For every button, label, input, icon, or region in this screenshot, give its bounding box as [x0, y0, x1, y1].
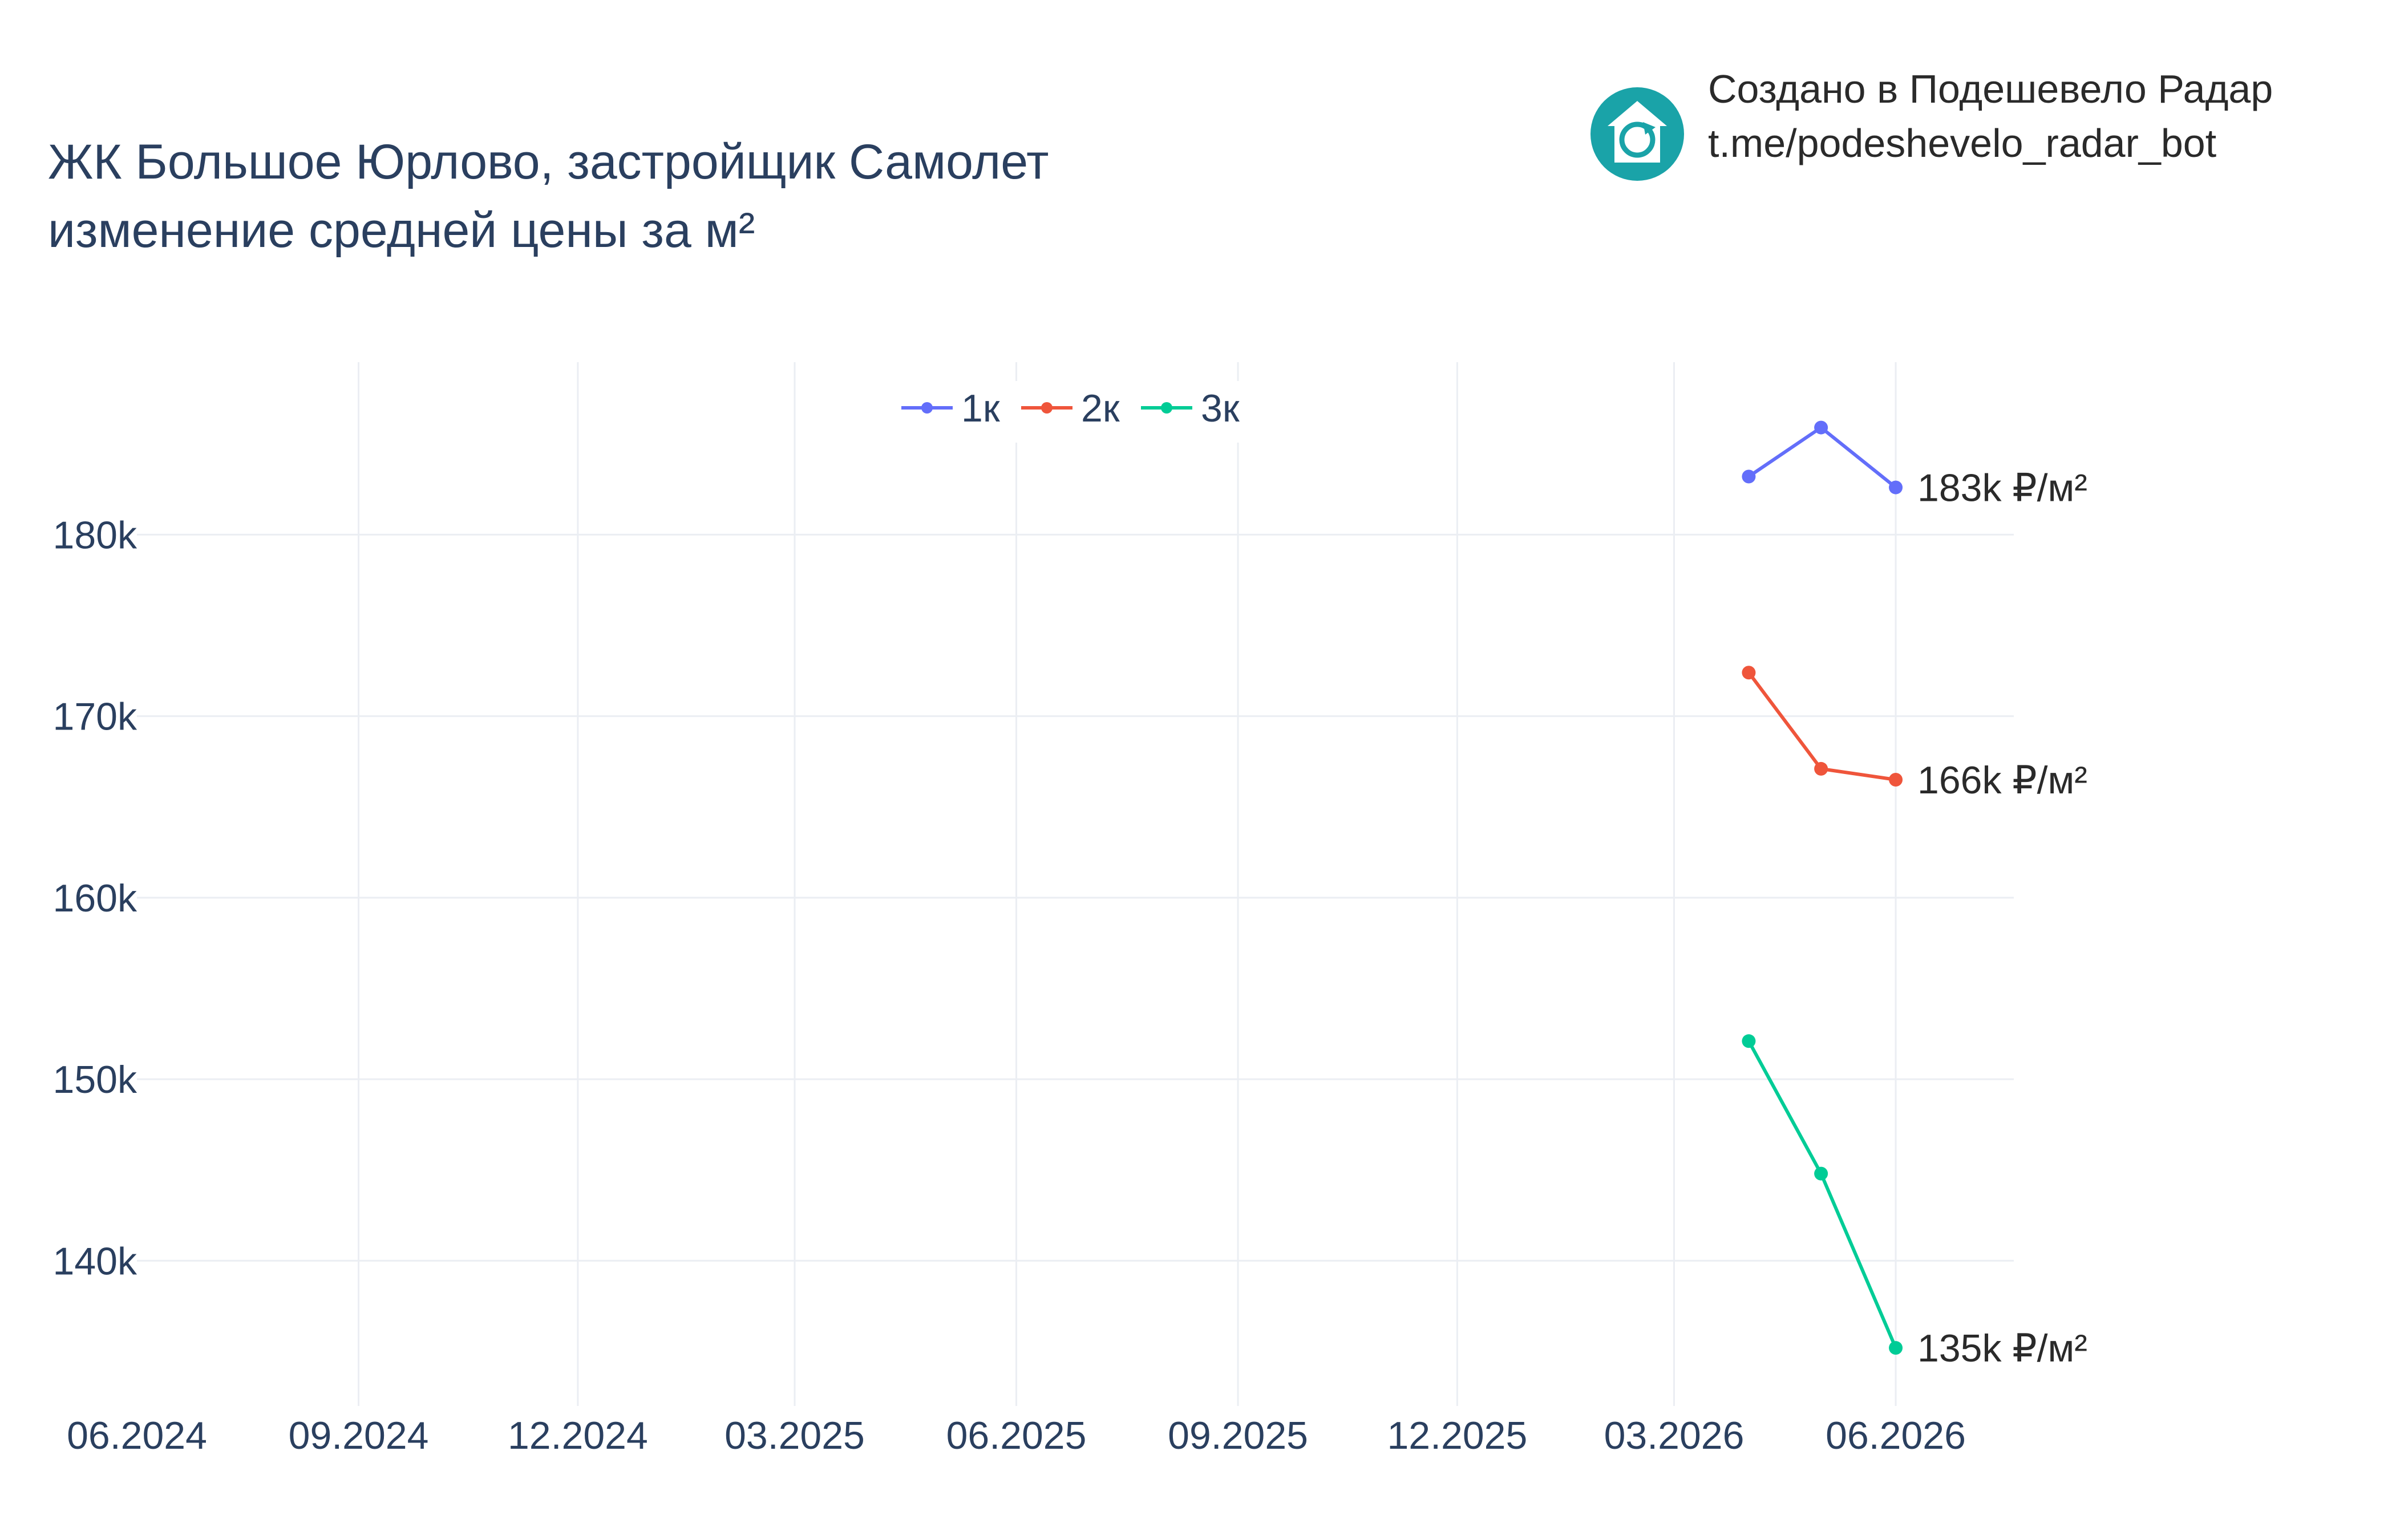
x-tick-label: 12.2024 [508, 1414, 648, 1457]
y-tick-label: 150k [53, 1058, 137, 1101]
series-line [1747, 1040, 1897, 1349]
series-end-label: 183k ₽/м² [1917, 467, 2087, 510]
data-point[interactable] [1814, 761, 1828, 776]
branding: Создано в Подешевело Радар t.me/podeshev… [1590, 67, 2273, 181]
y-tick-label: 170k [53, 695, 137, 739]
data-point[interactable] [1889, 773, 1903, 787]
y-tick-label: 140k [53, 1239, 137, 1283]
series-line [1747, 425, 1897, 489]
data-point[interactable] [1814, 420, 1828, 435]
legend-item[interactable]: 2к [1021, 387, 1120, 430]
data-point[interactable] [1889, 480, 1903, 495]
x-tick-label: 03.2026 [1604, 1414, 1745, 1457]
legend-label: 3к [1201, 387, 1240, 430]
data-point[interactable] [1742, 666, 1756, 680]
legend-item[interactable]: 3к [1141, 387, 1240, 430]
x-tick-label: 06.2024 [67, 1414, 207, 1457]
plot-area: 06.2024 09.2024 12.2024 03.2025 06.2025 09.20… [53, 362, 2087, 1457]
series-end-label: 135k ₽/м² [1917, 1327, 2087, 1370]
series-group: 166k ₽/м² [1742, 666, 2087, 802]
branding-line-1: Создано в Подешевело Радар [1708, 67, 2273, 111]
series-end-label: 166k ₽/м² [1917, 759, 2087, 802]
chart-title: ЖК Большое Юрлово, застройщик Самолет из… [48, 135, 1049, 258]
x-tick-label: 06.2026 [1826, 1414, 1966, 1457]
legend: 1к 2к 3к [890, 381, 1255, 443]
x-tick-label: 12.2025 [1387, 1414, 1527, 1457]
x-tick-label: 09.2025 [1168, 1414, 1308, 1457]
data-point[interactable] [1889, 1341, 1903, 1355]
branding-line-2[interactable]: t.me/podeshevelo_radar_bot [1708, 121, 2216, 165]
y-tick-label: 180k [53, 513, 137, 557]
legend-background [890, 381, 1255, 443]
data-point[interactable] [1814, 1166, 1828, 1181]
x-tick-label: 09.2024 [289, 1414, 429, 1457]
legend-item[interactable]: 1к [901, 387, 1001, 430]
legend-label: 2к [1081, 387, 1120, 430]
y-tick-label: 160k [53, 877, 137, 920]
data-point[interactable] [1742, 469, 1756, 484]
chart-title-line-1: ЖК Большое Юрлово, застройщик Самолет [48, 135, 1049, 189]
legend-swatch-marker [921, 402, 933, 414]
legend-swatch-marker [1041, 402, 1053, 414]
chart-title-line-2: изменение средней цены за м² [48, 203, 755, 258]
series-group: 135k ₽/м² [1742, 1034, 2087, 1370]
legend-swatch-marker [1161, 402, 1172, 414]
series-group: 183k ₽/м² [1742, 420, 2087, 510]
house-refresh-icon [1590, 87, 1684, 181]
legend-label: 1к [961, 387, 1001, 430]
x-tick-label: 06.2025 [946, 1414, 1087, 1457]
data-point[interactable] [1742, 1034, 1756, 1048]
x-tick-label: 03.2025 [725, 1414, 865, 1457]
